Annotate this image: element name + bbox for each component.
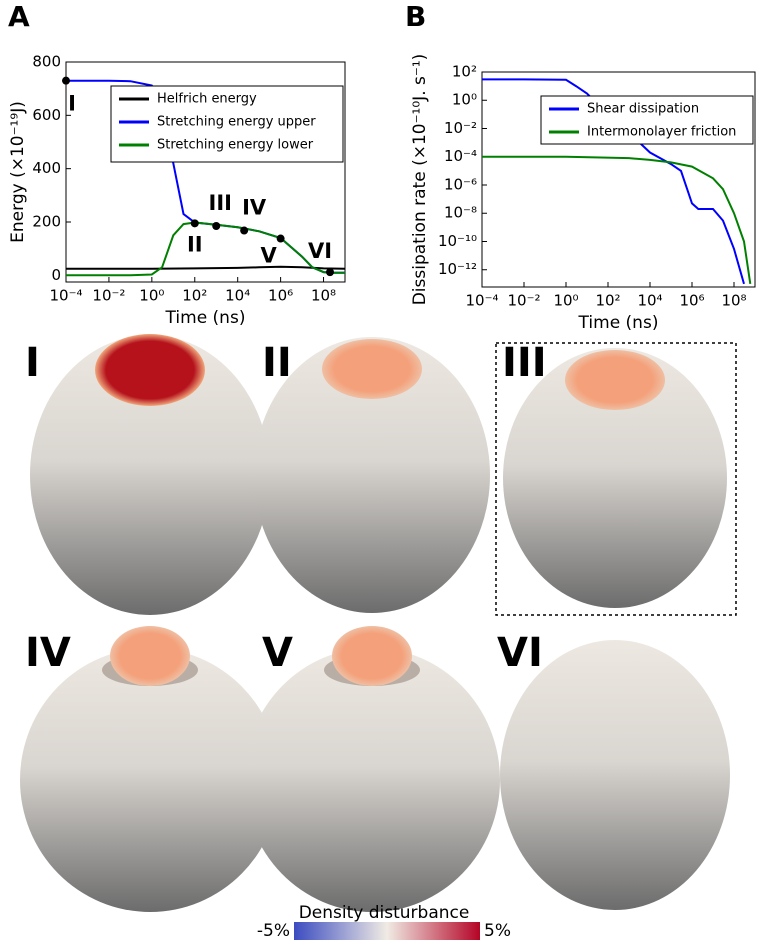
density-cap	[95, 334, 205, 406]
plot-frame	[481, 71, 756, 288]
annotation-label: III	[209, 191, 232, 215]
x-tick-label: 10⁻²	[507, 292, 540, 310]
plot-frame	[65, 61, 346, 283]
legend-label: Stretching energy lower	[157, 138, 314, 153]
y-tick-label: 10⁰	[452, 91, 477, 109]
y-tick-label: 600	[32, 106, 61, 124]
annotation-point	[190, 219, 199, 228]
annotation-label: II	[187, 232, 203, 256]
colorbar-max: 5%	[484, 921, 511, 941]
legend-box	[540, 95, 754, 145]
x-tick-label: 10⁻⁴	[49, 287, 82, 305]
y-tick-label: 800	[32, 53, 61, 71]
y-tick-label: 10⁻¹⁰	[438, 232, 477, 250]
vesicle	[500, 640, 730, 910]
series-line	[482, 78, 745, 285]
legend-label: Intermonolayer friction	[587, 125, 736, 140]
snapshot-label: II	[262, 340, 292, 386]
y-tick-label: 200	[32, 213, 61, 231]
annotation-label: V	[260, 244, 277, 268]
y-tick-label: 10⁻¹²	[438, 260, 477, 278]
annotation-label: IV	[242, 196, 267, 220]
x-tick-label: 10⁻⁴	[465, 292, 498, 310]
snapshot-label: VI	[497, 630, 543, 676]
y-tick-label: 400	[32, 159, 61, 177]
density-bump	[110, 626, 190, 686]
annotation-label: I	[68, 92, 76, 116]
y-axis-label: Energy (×10⁻¹⁹J)	[8, 101, 28, 243]
y-tick-label: 10²	[452, 63, 477, 81]
density-cap	[322, 339, 422, 399]
annotation-point	[212, 222, 221, 230]
panel-letter: B	[405, 0, 426, 33]
x-tick-label: 10⁰	[139, 287, 164, 305]
density-cap	[565, 350, 665, 410]
annotation-point	[240, 226, 249, 235]
x-tick-label: 10⁰	[553, 292, 578, 310]
colorbar	[294, 922, 480, 940]
y-tick-label: 10⁻⁸	[444, 204, 477, 222]
vesicle	[503, 348, 727, 608]
x-tick-label: 10⁸	[311, 287, 336, 305]
annotation-point	[276, 234, 285, 243]
x-axis-label: Time (ns)	[578, 313, 659, 333]
snapshot-label: IV	[25, 630, 71, 676]
x-tick-label: 10⁻²	[92, 287, 125, 305]
snapshot-label: I	[25, 340, 40, 386]
vesicle	[244, 648, 500, 912]
panel-letter: A	[8, 0, 30, 33]
x-tick-label: 10²	[595, 292, 620, 310]
x-tick-label: 10⁶	[679, 292, 704, 310]
highlight-box	[495, 342, 737, 616]
snapshot-label: V	[262, 630, 293, 676]
annotation-point	[325, 268, 334, 277]
x-tick-label: 10⁶	[268, 287, 293, 305]
y-axis-label: Dissipation rate (×10⁻¹⁰J. s⁻¹)	[410, 54, 430, 306]
legend-label: Stretching energy upper	[157, 115, 316, 130]
y-tick-label: 0	[51, 266, 61, 284]
annotation-label: VI	[308, 239, 332, 263]
series-line	[482, 155, 752, 285]
series-line	[66, 265, 346, 270]
legend-box	[110, 85, 344, 163]
snapshot-label: III	[502, 340, 547, 386]
y-tick-label: 10⁻⁶	[444, 175, 477, 193]
x-tick-label: 10⁸	[721, 292, 746, 310]
x-tick-label: 10⁴	[225, 287, 250, 305]
legend-label: Shear dissipation	[587, 102, 699, 117]
y-tick-label: 10⁻²	[444, 119, 477, 137]
x-tick-label: 10²	[182, 287, 207, 305]
y-tick-label: 10⁻⁴	[444, 147, 477, 165]
colorbar-title: Density disturbance	[299, 903, 470, 923]
x-tick-label: 10⁴	[637, 292, 662, 310]
x-axis-label: Time (ns)	[165, 308, 246, 328]
vesicle	[20, 648, 280, 912]
legend-label: Helfrich energy	[157, 92, 257, 107]
colorbar-min: -5%	[257, 921, 290, 941]
density-bump	[332, 626, 412, 686]
vesicle	[30, 335, 270, 615]
vesicle	[254, 337, 490, 613]
annotation-point	[62, 76, 70, 85]
